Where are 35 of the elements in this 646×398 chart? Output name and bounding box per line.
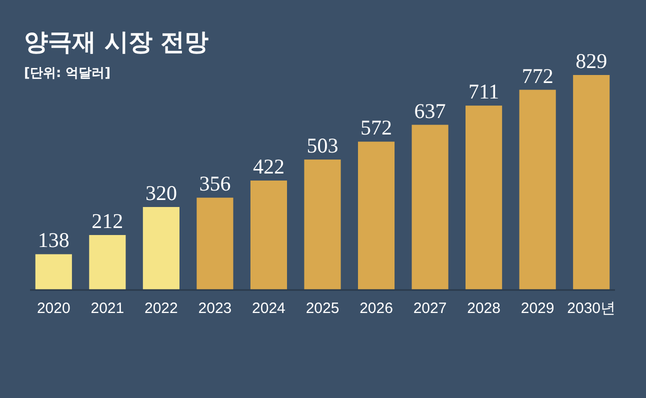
x-tick-label: 2020 (36, 300, 70, 317)
bar (466, 106, 502, 290)
data-label: 320 (145, 181, 177, 206)
x-tick-label: 2024 (252, 300, 286, 317)
data-label: 711 (468, 80, 500, 104)
x-tick-label: 2023 (198, 300, 232, 317)
bar (35, 254, 72, 290)
x-tick-label: 2022 (144, 300, 178, 317)
data-label: 772 (522, 64, 554, 88)
bar (412, 124, 448, 290)
bar (142, 207, 180, 290)
x-tick-label: 2026 (360, 300, 393, 317)
data-label: 138 (38, 228, 70, 252)
x-tick-label: 2027 (413, 300, 447, 317)
data-label: 572 (360, 116, 392, 140)
bar (304, 160, 341, 290)
data-label: 212 (92, 209, 124, 234)
x-tick-label: 2021 (90, 300, 124, 317)
chart-title: 양극재 시장 전망 (24, 28, 209, 56)
x-tick-label: 2028 (467, 300, 500, 317)
chart-subtitle: [단위: 억달러] (24, 66, 111, 81)
bar (89, 235, 126, 290)
data-label: 637 (414, 98, 446, 123)
bar (573, 75, 610, 290)
data-label: 829 (576, 49, 608, 73)
bar (250, 180, 288, 290)
bar (519, 90, 556, 290)
bar (358, 142, 395, 290)
x-tick-label: 2030년 (567, 300, 616, 317)
x-tick-label: 2025 (306, 300, 340, 317)
data-label: 422 (252, 154, 284, 179)
data-label: 356 (199, 172, 231, 196)
bar (196, 198, 234, 290)
x-tick-label: 2029 (520, 300, 554, 317)
data-label: 503 (306, 134, 338, 158)
